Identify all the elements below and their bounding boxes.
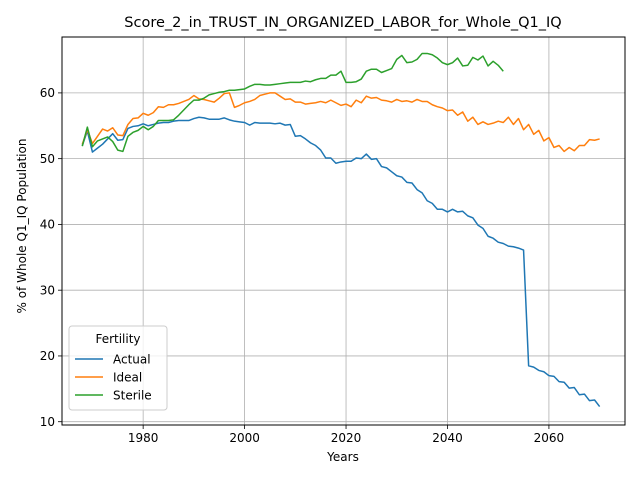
y-tick-label: 40 [40,218,55,232]
y-tick-label: 30 [40,283,55,297]
legend: Fertility Actual Ideal Sterile [69,326,167,410]
y-axis-label: % of Whole Q1_IQ Population [15,139,29,314]
x-tick-label: 2040 [432,431,463,445]
legend-title: Fertility [95,332,140,346]
legend-label-actual: Actual [113,352,151,366]
chart-title: Score_2_in_TRUST_IN_ORGANIZED_LABOR_for_… [124,15,561,31]
y-tick-label: 60 [40,86,55,100]
x-tick-label: 2060 [534,431,565,445]
legend-label-ideal: Ideal [113,370,142,384]
x-tick-label: 1980 [128,431,159,445]
x-tick-label: 2020 [331,431,362,445]
y-tick-label: 10 [40,415,55,429]
x-tick-label: 2000 [229,431,260,445]
y-tick-label: 50 [40,152,55,166]
legend-label-sterile: Sterile [113,388,152,402]
x-axis-label: Years [326,450,359,464]
y-tick-label: 20 [40,349,55,363]
